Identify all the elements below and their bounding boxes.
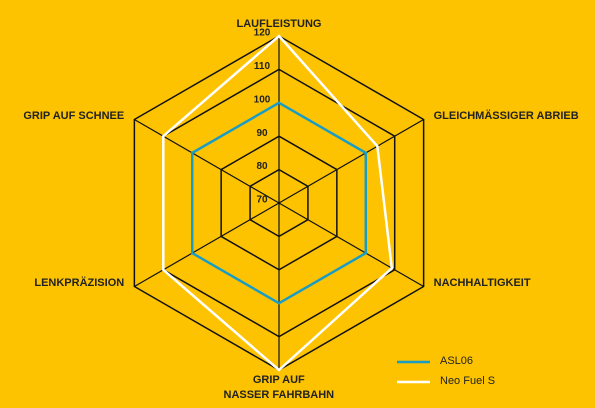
- r-tick-label: 100: [254, 94, 271, 105]
- axis-label: GRIP AUF SCHNEE: [23, 110, 125, 122]
- r-tick-label: 90: [256, 128, 268, 139]
- spoke: [134, 118, 280, 204]
- axis-label: LENKPRÄZISION: [34, 277, 125, 289]
- legend-label: ASL06: [440, 355, 474, 367]
- series-line: [162, 34, 394, 372]
- axis-label: LAUFLEISTUNG: [236, 18, 322, 30]
- spoke: [134, 202, 280, 288]
- spoke: [278, 202, 424, 288]
- r-tick-label: 80: [256, 161, 268, 172]
- legend-label: Neo Fuel S: [440, 375, 496, 387]
- r-tick-label: 110: [254, 61, 271, 72]
- spoke: [278, 118, 424, 204]
- axis-label: NACHHALTIGKEIT: [433, 277, 531, 289]
- r-tick-label: 70: [256, 195, 268, 206]
- series-line: [190, 101, 368, 305]
- r-tick-label: 120: [254, 28, 271, 39]
- axis-label: GRIP AUF NASSER FAHRBAHN: [223, 374, 335, 401]
- axis-label: GLEICHMÄSSIGER ABRIEB: [433, 110, 579, 122]
